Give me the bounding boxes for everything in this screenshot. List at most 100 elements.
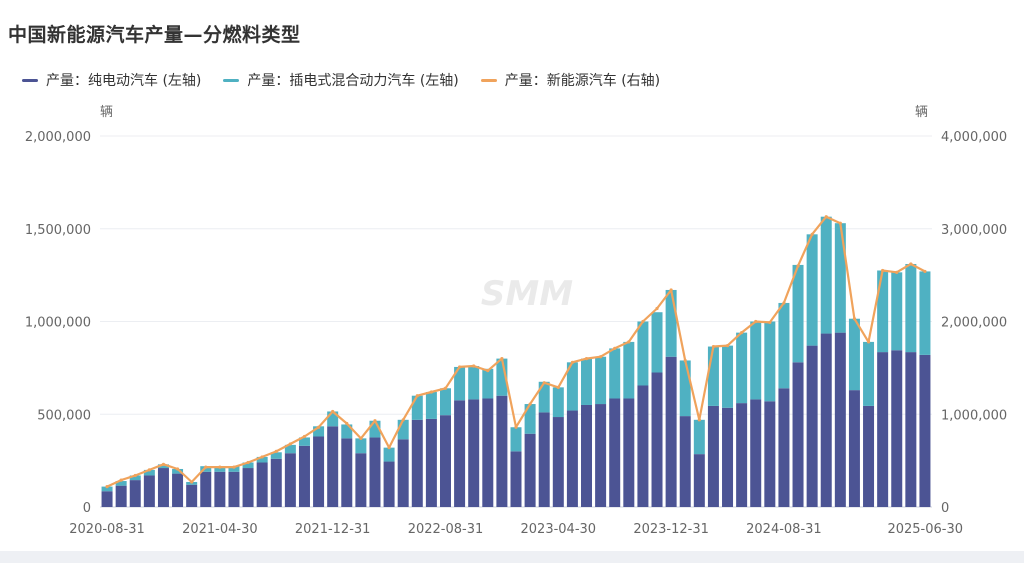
bar-phev [820, 216, 832, 334]
line-point-total [683, 358, 687, 363]
right-unit-label: 辆 [915, 105, 928, 120]
legend-item-total[interactable]: 产量：新能源汽车 (右轴) [480, 70, 660, 90]
line-point-total [725, 344, 730, 348]
bar-phev [425, 391, 437, 419]
bar-bev [228, 471, 240, 507]
bar-phev [115, 481, 127, 486]
bar-bev [848, 390, 860, 507]
bar-bev [439, 415, 451, 507]
bar-phev [101, 486, 113, 492]
axes-layer: 0 500,000 1,000,000 1,500,000 2,000,000 0 1,00… [25, 130, 1007, 537]
bar-phev [383, 447, 395, 462]
x-axis-tick-label: 2021-04-30 [182, 522, 258, 537]
line-point-total [204, 465, 208, 469]
bar-phev [341, 424, 353, 439]
line-point-total [274, 449, 278, 453]
bar-bev [270, 458, 282, 507]
bar-phev [736, 332, 748, 404]
bar-phev [284, 444, 296, 454]
bar-phev [496, 358, 508, 396]
bar-phev [454, 366, 466, 401]
bar-phev [609, 348, 621, 399]
bar-phev [623, 341, 635, 399]
line-layer [105, 215, 927, 489]
line-point-total [175, 467, 180, 471]
x-axis-tick-label: 2020-08-31 [69, 522, 145, 537]
legend-label-bev: 产量：纯电动汽车 (左轴) [46, 73, 202, 89]
bar-bev [552, 417, 564, 507]
line-point-total [133, 473, 137, 478]
line-point-total [528, 402, 532, 406]
line-point-total [599, 355, 603, 359]
bar-phev [834, 223, 846, 333]
legend-item-bev[interactable]: 产量：纯电动汽车 (左轴) [22, 70, 201, 90]
line-point-total [147, 468, 151, 472]
bar-bev [651, 372, 663, 507]
bar-bev [115, 485, 127, 507]
line-point-total [838, 221, 842, 225]
bar-bev [877, 352, 889, 507]
left-axis-tick-label: 1,000,000 [25, 316, 91, 331]
bar-bev [707, 405, 719, 507]
line-point-total [105, 484, 109, 489]
bar-bev [454, 400, 466, 507]
line-point-total [852, 317, 857, 321]
legend-item-phev[interactable]: 产量：插电式混合动力汽车 (左轴) [223, 70, 459, 90]
right-axis-tick-label: 4,000,000 [941, 130, 1007, 145]
right-axis-tick-label: 0 [941, 501, 949, 516]
bar-phev [270, 452, 282, 459]
watermark: SMM [481, 274, 573, 314]
line-point-total [584, 357, 589, 361]
bar-bev [510, 451, 522, 507]
x-axis-tick-label: 2023-12-31 [633, 522, 709, 537]
x-axis-tick-label: 2025-06-30 [887, 522, 963, 537]
bar-phev [806, 234, 818, 346]
bar-phev [919, 271, 931, 355]
bar-phev [581, 358, 593, 405]
line-point-total [443, 386, 448, 390]
bar-bev [383, 461, 395, 507]
line-point-total [401, 418, 405, 422]
right-axis-tick-label: 1,000,000 [941, 408, 1007, 423]
bar-bev [905, 352, 917, 507]
bar-phev [848, 318, 860, 391]
bar-bev [609, 398, 621, 507]
bar-phev [665, 289, 677, 357]
bar-phev [200, 466, 212, 472]
bar-bev [764, 401, 776, 507]
left-axis-tick-label: 1,500,000 [25, 223, 91, 238]
bar-bev [101, 491, 113, 507]
bar-bev [341, 438, 353, 507]
line-point-total [697, 418, 701, 422]
bar-phev [595, 356, 607, 405]
bar-phev [411, 395, 423, 420]
bar-phev [764, 321, 776, 402]
bar-bev [722, 407, 734, 507]
line-point-total [302, 434, 307, 439]
bar-bev [538, 412, 550, 507]
bar-phev [143, 469, 155, 476]
line-point-total [429, 390, 433, 394]
bar-bev [157, 468, 169, 507]
line-point-total [232, 465, 236, 469]
bar-bev [806, 345, 818, 507]
bar-phev [637, 321, 649, 386]
left-unit-label: 辆 [100, 105, 113, 120]
bar-bev [623, 398, 635, 507]
bar-phev [242, 462, 254, 469]
bar-phev [863, 341, 875, 406]
line-point-total [768, 320, 772, 325]
bar-bev [186, 484, 198, 507]
bar-bev [242, 468, 254, 507]
bar-phev [566, 362, 578, 411]
legend-swatch-total [480, 78, 497, 82]
line-point-total [486, 369, 490, 373]
bar-bev [679, 416, 691, 507]
legend-label-phev: 产量：插电式混合动力汽车 (左轴) [247, 73, 459, 89]
legend-swatch-phev [223, 78, 240, 82]
line-point-total [119, 478, 123, 482]
left-axis-tick-label: 500,000 [37, 408, 91, 423]
line-point-total [740, 331, 744, 335]
x-axis-tick-label: 2022-08-31 [408, 522, 484, 537]
bar-phev [172, 468, 184, 474]
